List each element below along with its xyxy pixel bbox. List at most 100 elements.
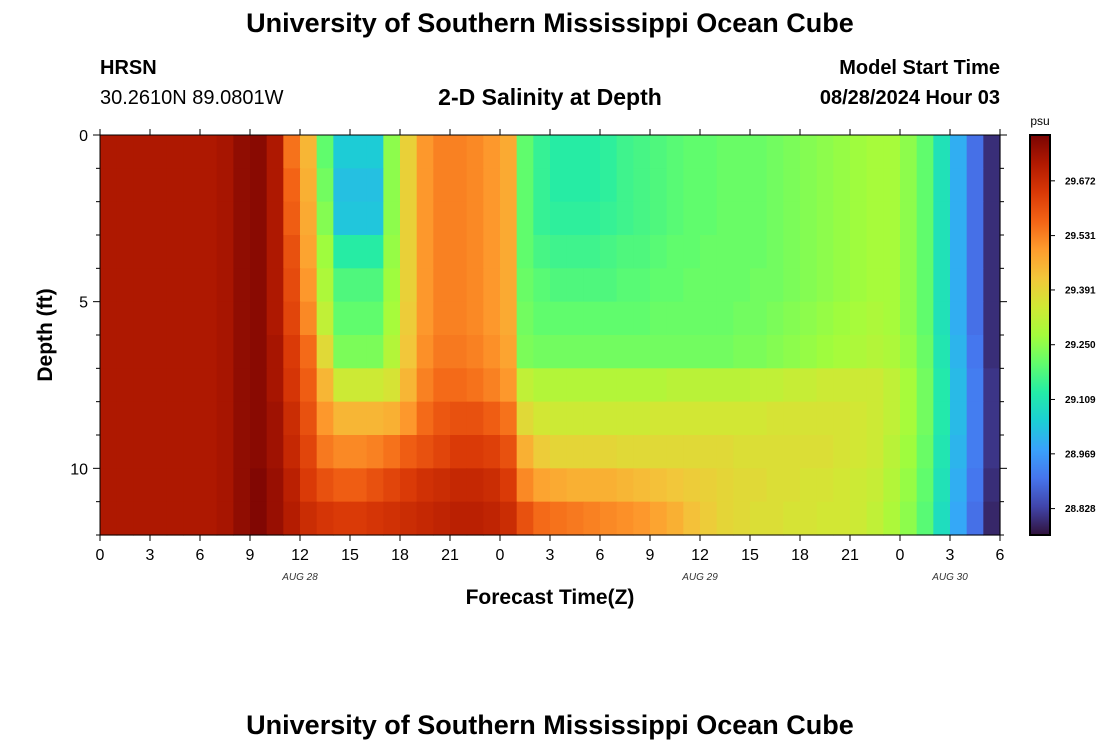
heatmap-cell: [733, 401, 751, 436]
heatmap-cell: [916, 401, 934, 436]
heatmap-cell: [366, 468, 384, 503]
heatmap-cell: [416, 168, 434, 203]
x-tick-label: 0: [96, 547, 105, 564]
heatmap-cell: [966, 435, 984, 469]
heatmap-cell: [783, 168, 801, 203]
heatmap-cell: [133, 335, 151, 369]
heatmap-cell: [150, 368, 168, 403]
heatmap-cell: [183, 501, 201, 536]
heatmap-cell: [300, 401, 318, 436]
x-tick-label: 3: [946, 547, 955, 564]
heatmap-cell: [816, 435, 834, 469]
heatmap-cell: [566, 501, 584, 536]
heatmap-cell: [433, 135, 451, 169]
heatmap-cell: [116, 301, 134, 336]
heatmap-cell: [566, 335, 584, 369]
heatmap-cell: [783, 201, 801, 236]
heatmap-cell: [866, 301, 884, 336]
heatmap-cell: [383, 135, 401, 169]
heatmap-cell: [250, 368, 268, 403]
heatmap-cell: [216, 268, 234, 303]
heatmap-cell: [150, 301, 168, 336]
heatmap-cell: [116, 468, 134, 503]
heatmap-cell: [300, 268, 318, 303]
heatmap-cell: [333, 268, 351, 303]
heatmap-cell: [383, 201, 401, 236]
heatmap-cell: [450, 235, 468, 269]
heatmap-cell: [750, 168, 768, 203]
y-tick-label: 10: [70, 461, 88, 478]
heatmap-cell: [900, 468, 918, 503]
heatmap-cell: [166, 335, 184, 369]
heatmap-cell: [400, 401, 418, 436]
heatmap-cell: [383, 501, 401, 536]
heatmap-cell: [516, 135, 534, 169]
heatmap-cell: [916, 135, 934, 169]
heatmap-cell: [366, 435, 384, 469]
heatmap-cell: [900, 501, 918, 536]
heatmap-cell: [550, 435, 568, 469]
heatmap-cell: [766, 168, 784, 203]
heatmap-cell: [366, 135, 384, 169]
heatmap-cell: [933, 401, 951, 436]
heatmap-cell: [533, 201, 551, 236]
heatmap-cell: [966, 201, 984, 236]
heatmap-cell: [950, 135, 968, 169]
heatmap-cell: [850, 301, 868, 336]
heatmap-cell: [433, 168, 451, 203]
heatmap-cell: [466, 501, 484, 536]
heatmap-cell: [616, 368, 634, 403]
heatmap-cell: [500, 135, 518, 169]
heatmap-cell: [500, 435, 518, 469]
colorbar-tick-label: 29.250: [1065, 340, 1096, 351]
heatmap-cell: [750, 301, 768, 336]
heatmap-cell: [700, 135, 718, 169]
heatmap-cell: [950, 168, 968, 203]
heatmap-cell: [850, 168, 868, 203]
heatmap-cell: [683, 368, 701, 403]
heatmap-cell: [733, 268, 751, 303]
heatmap-cell: [833, 401, 851, 436]
heatmap-cell: [166, 301, 184, 336]
heatmap-cell: [450, 301, 468, 336]
heatmap-cell: [916, 268, 934, 303]
heatmap-cell: [750, 401, 768, 436]
heatmap-cell: [366, 501, 384, 536]
heatmap-cell: [366, 335, 384, 369]
heatmap-cell: [766, 435, 784, 469]
heatmap-cell: [683, 401, 701, 436]
heatmap-cell: [766, 301, 784, 336]
x-tick-label: 3: [146, 547, 155, 564]
heatmap-cell: [833, 301, 851, 336]
heatmap-cell: [683, 268, 701, 303]
heatmap-cell: [233, 168, 251, 203]
heatmap-cell: [583, 335, 601, 369]
heatmap-cell: [400, 168, 418, 203]
heatmap-cell: [483, 501, 501, 536]
heatmap-cell: [600, 368, 618, 403]
heatmap-cell: [716, 235, 734, 269]
heatmap-cell: [900, 135, 918, 169]
heatmap-cell: [433, 368, 451, 403]
heatmap-cell: [616, 301, 634, 336]
heatmap-cell: [350, 201, 368, 236]
heatmap-cell: [833, 468, 851, 503]
heatmap-cell: [316, 201, 334, 236]
heatmap-cell: [633, 135, 651, 169]
heatmap-cell: [216, 368, 234, 403]
x-tick-label: 15: [341, 547, 359, 564]
heatmap-cell: [433, 201, 451, 236]
heatmap-cell: [683, 335, 701, 369]
heatmap-cell: [300, 301, 318, 336]
heatmap-cell: [200, 468, 218, 503]
heatmap-cell: [150, 335, 168, 369]
heatmap-cell: [983, 301, 1001, 336]
heatmap-cell: [616, 401, 634, 436]
heatmap-cell: [983, 268, 1001, 303]
heatmap-cell: [416, 435, 434, 469]
heatmap-cell: [950, 335, 968, 369]
heatmap-cell: [966, 268, 984, 303]
heatmap-cell: [266, 335, 284, 369]
heatmap-cell: [550, 235, 568, 269]
heatmap-cell: [383, 168, 401, 203]
